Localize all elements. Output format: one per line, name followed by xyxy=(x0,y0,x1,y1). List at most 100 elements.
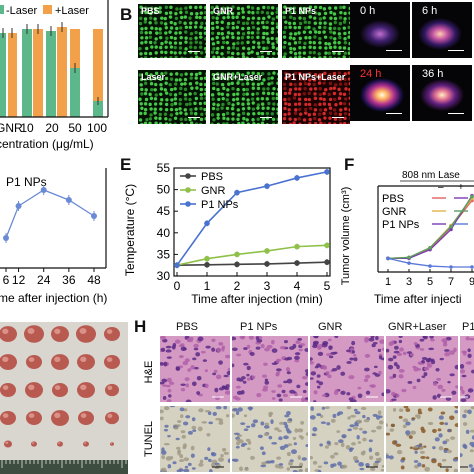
panel-d-point xyxy=(3,235,9,241)
cell-dot xyxy=(220,76,225,80)
cell-dot xyxy=(250,35,255,40)
nucleus xyxy=(324,445,329,449)
cell-dot xyxy=(237,113,241,117)
nucleus xyxy=(175,366,179,371)
cell-dot xyxy=(189,32,194,36)
cell-dot xyxy=(343,37,347,41)
cell-dot xyxy=(265,56,270,58)
cell-dot xyxy=(210,10,214,15)
nucleus xyxy=(239,466,244,472)
cell-dot xyxy=(344,97,348,101)
cell-dot xyxy=(323,55,327,58)
cell-dot xyxy=(225,6,230,10)
cell-dot xyxy=(222,122,226,124)
panel-f-point xyxy=(470,265,474,269)
cell-dot xyxy=(293,52,298,56)
nucleus xyxy=(247,406,254,410)
panel-g-tumor-photo xyxy=(0,322,128,474)
cell-dot xyxy=(246,112,250,116)
cell-dot xyxy=(225,35,230,39)
cell-dot xyxy=(312,82,316,87)
cell-dot xyxy=(210,93,215,97)
cell-dot xyxy=(212,47,216,51)
cell-dot xyxy=(329,10,333,15)
nucleus xyxy=(299,343,306,346)
cell-dot xyxy=(245,118,249,122)
cell-dot xyxy=(164,5,169,10)
cell-dot xyxy=(164,45,168,49)
cell-dot xyxy=(169,87,174,92)
cell-dot xyxy=(149,96,154,101)
cell-dot xyxy=(261,91,266,95)
nucleus xyxy=(233,432,240,436)
cell-dot xyxy=(343,51,347,55)
cell-dot xyxy=(174,55,178,58)
cell-dot xyxy=(256,41,261,45)
cell-dot xyxy=(319,108,323,112)
panel-b-image-tile: GNR+Laser xyxy=(210,70,278,124)
cell-dot xyxy=(226,11,230,16)
cell-dot xyxy=(193,101,197,106)
cell-dot xyxy=(194,15,199,19)
cell-dot xyxy=(203,107,206,112)
cell-dot xyxy=(275,37,278,41)
nucleus xyxy=(398,374,404,379)
cell-dot xyxy=(158,122,163,124)
nucleus xyxy=(312,460,318,465)
cell-dot xyxy=(322,16,326,20)
panel-d-xtick-label: 36 xyxy=(62,273,76,287)
nucleus xyxy=(443,340,448,345)
cell-dot xyxy=(139,102,143,106)
cell-dot xyxy=(332,86,337,90)
tumor xyxy=(0,382,16,398)
cell-dot xyxy=(144,26,148,31)
nucleus xyxy=(294,359,300,363)
cell-dot xyxy=(170,103,174,107)
nucleus xyxy=(281,389,286,394)
nucleus xyxy=(299,462,304,468)
cell-dot xyxy=(276,51,278,56)
nucleus xyxy=(196,391,201,395)
nucleus xyxy=(316,413,322,417)
nucleus xyxy=(197,336,204,342)
cell-dot xyxy=(158,116,162,121)
cell-dot xyxy=(140,122,144,124)
cell-dot xyxy=(189,36,193,41)
cell-dot xyxy=(276,102,278,107)
nucleus xyxy=(263,425,270,429)
tumor-highlight xyxy=(80,413,87,418)
panel-e-ytick-label: 50 xyxy=(157,183,171,197)
cell-dot xyxy=(297,40,302,45)
nucleus xyxy=(454,364,458,370)
panel-b-scalebar xyxy=(260,51,272,52)
cell-dot xyxy=(215,25,220,29)
nucleus xyxy=(398,408,404,412)
cell-dot xyxy=(313,35,317,39)
cell-dot xyxy=(298,21,303,26)
nucleus xyxy=(165,384,171,388)
panel-a-tick-20: 20 xyxy=(45,121,59,135)
cell-dot xyxy=(304,102,308,107)
nucleus xyxy=(305,372,308,377)
cell-dot xyxy=(235,97,240,101)
cell-dot xyxy=(302,6,307,11)
cell-dot xyxy=(179,35,183,40)
nucleus xyxy=(338,439,344,444)
cell-dot xyxy=(241,52,245,56)
cell-dot xyxy=(193,25,198,29)
cell-dot xyxy=(139,77,144,82)
nucleus xyxy=(400,465,405,470)
nucleus xyxy=(395,393,400,398)
nucleus xyxy=(256,392,262,398)
panel-a-legend-swatch-minus xyxy=(0,5,4,14)
nucleus xyxy=(246,425,251,429)
cell-dot xyxy=(275,92,278,96)
cell-dot xyxy=(339,108,343,112)
cell-dot xyxy=(241,46,246,50)
cell-dot xyxy=(140,106,144,111)
cell-dot xyxy=(271,91,275,96)
cell-dot xyxy=(236,71,240,76)
cell-dot xyxy=(246,35,250,39)
panel-h-row-label-tunel: TUNEL xyxy=(143,421,155,457)
nucleus xyxy=(451,390,457,395)
